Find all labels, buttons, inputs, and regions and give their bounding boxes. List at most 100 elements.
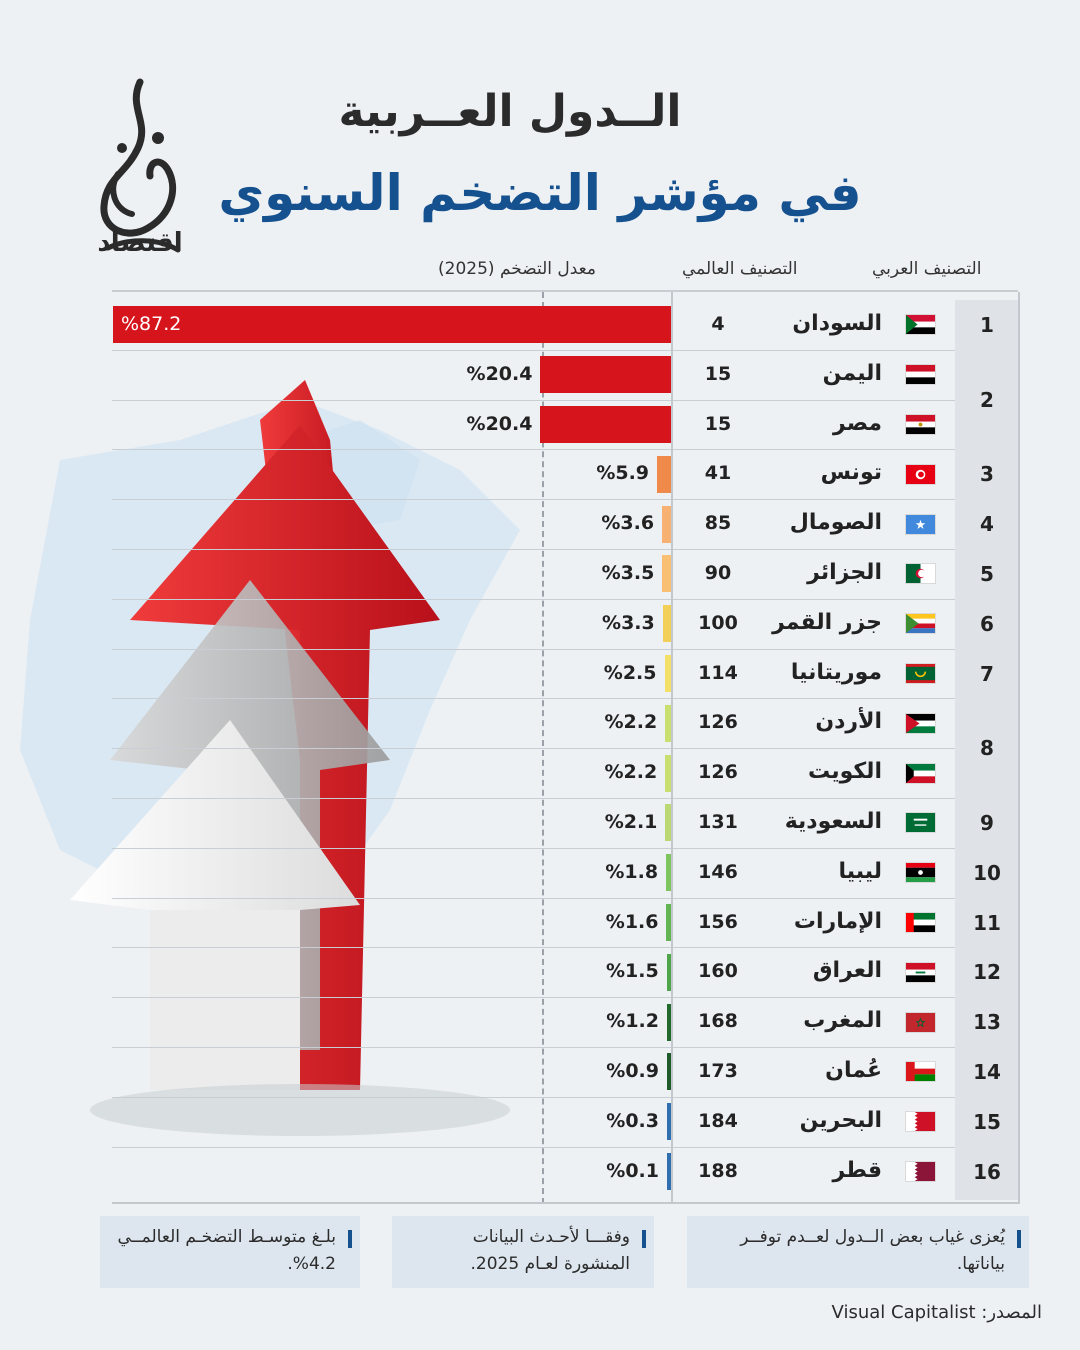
arab-rank-cell: 4 xyxy=(980,512,994,537)
arab-rank-cell: 12 xyxy=(973,960,1001,985)
flag-icon xyxy=(905,663,936,684)
flag-icon xyxy=(905,1061,936,1083)
inflation-bar xyxy=(664,655,671,692)
inflation-bar xyxy=(665,754,671,792)
row-divider xyxy=(112,1146,955,1148)
flag-icon xyxy=(905,1111,936,1133)
row-divider xyxy=(112,549,955,550)
dashed-divider xyxy=(542,292,544,1204)
note-data-year: وفقـــا لأحـدث البيانات المنشورة لعـام 2… xyxy=(392,1216,654,1288)
world-rank-cell: 146 xyxy=(698,860,738,883)
country-name: تونس xyxy=(820,460,882,486)
country-name: اليمن xyxy=(822,360,882,386)
inflation-value-label: %87.2 xyxy=(121,312,182,335)
country-name: الكويت xyxy=(808,759,882,785)
world-rank-cell: 41 xyxy=(704,462,732,485)
flag-icon xyxy=(905,1161,936,1182)
arab-rank-cell: 15 xyxy=(973,1109,1001,1134)
arab-rank-cell: 3 xyxy=(980,462,994,487)
flag-icon xyxy=(905,912,936,933)
inflation-value-label: %5.9 xyxy=(596,462,650,485)
inflation-bar xyxy=(667,1053,671,1091)
inflation-bar xyxy=(667,1103,671,1141)
flag-icon xyxy=(905,463,936,485)
row-divider xyxy=(112,399,955,401)
world-rank-cell: 15 xyxy=(704,412,732,435)
world-rank-cell: 4 xyxy=(711,312,725,335)
row-divider xyxy=(112,897,955,899)
row-divider xyxy=(112,1047,955,1048)
world-rank-cell: 156 xyxy=(698,910,738,933)
country-name: جزر القمر xyxy=(772,609,882,635)
inflation-bar xyxy=(665,804,671,842)
inflation-value-label: %0.1 xyxy=(606,1159,659,1182)
country-name: الأردن xyxy=(815,709,882,735)
flag-icon xyxy=(905,563,936,585)
page-subtitle: في مؤشر التضخم السنوي xyxy=(218,164,862,222)
country-name: موريتانيا xyxy=(790,659,882,685)
inflation-bar xyxy=(666,953,671,991)
arab-rank-column-band xyxy=(955,300,1018,1200)
world-rank-cell: 188 xyxy=(698,1159,738,1182)
note-marker xyxy=(642,1230,646,1248)
column-header-arab-rank: التصنيف العربي xyxy=(872,259,982,279)
note-text: بلـغ متوسـط التضخـم العالمــي 4.2%. xyxy=(117,1227,336,1274)
inflation-value-label: %1.5 xyxy=(606,960,659,983)
inflation-value-label: %20.4 xyxy=(466,412,533,435)
flag-icon xyxy=(905,762,936,784)
inflation-value-label: %3.5 xyxy=(601,561,655,584)
country-name: قطر xyxy=(832,1157,882,1183)
arab-rank-cell: 1 xyxy=(980,312,994,337)
column-header-rate: معدل التضخم (2025) xyxy=(438,259,596,279)
arab-rank-cell: 6 xyxy=(980,611,994,636)
inflation-bar xyxy=(657,455,671,493)
flag-icon xyxy=(905,513,936,535)
country-name: السودان xyxy=(792,310,882,336)
row-divider xyxy=(112,997,955,999)
arab-rank-cell: 9 xyxy=(980,810,994,835)
country-name: الإمارات xyxy=(793,908,882,934)
world-rank-cell: 126 xyxy=(698,761,738,784)
flag-icon xyxy=(905,712,936,734)
arab-rank-cell: 11 xyxy=(973,910,1001,935)
page-title: الــدول العــربية xyxy=(338,86,682,137)
arab-rank-cell: 13 xyxy=(973,1010,1001,1035)
row-divider xyxy=(112,947,955,949)
world-rank-cell: 126 xyxy=(698,711,738,734)
row-divider xyxy=(112,748,955,750)
flag-icon xyxy=(905,1011,936,1033)
inflation-value-label: %1.2 xyxy=(606,1010,659,1033)
flag-icon xyxy=(905,862,936,884)
inflation-bar xyxy=(667,1153,671,1190)
inflation-bar xyxy=(662,555,671,593)
aljazeera-logo-icon xyxy=(100,78,181,253)
world-rank-cell: 15 xyxy=(704,362,732,385)
arab-rank-cell: 10 xyxy=(973,860,1001,885)
row-divider xyxy=(112,499,955,501)
inflation-bar xyxy=(662,605,671,643)
header-divider xyxy=(112,290,1018,292)
row-divider xyxy=(112,698,955,700)
flag-icon xyxy=(905,812,936,834)
flag-icon xyxy=(905,961,936,983)
inflation-bar xyxy=(666,904,671,941)
flag-icon xyxy=(905,364,936,386)
inflation-value-label: %2.5 xyxy=(603,661,657,684)
inflation-bar xyxy=(666,854,671,892)
row-divider xyxy=(112,847,955,849)
note-marker xyxy=(348,1230,352,1248)
column-divider-right xyxy=(1018,292,1020,1204)
country-name: الجزائر xyxy=(807,559,882,585)
arab-rank-cell: 2 xyxy=(980,387,994,412)
inflation-value-label: %1.6 xyxy=(605,910,659,933)
country-name: عُمان xyxy=(825,1057,882,1083)
row-divider xyxy=(112,349,955,351)
flag-icon xyxy=(905,613,936,635)
arab-rank-cell: 5 xyxy=(980,561,994,586)
inflation-value-label: %3.3 xyxy=(602,611,655,634)
country-name: مصر xyxy=(833,410,882,436)
inflation-value-label: %2.2 xyxy=(604,761,658,784)
flag-icon xyxy=(905,414,936,435)
world-rank-cell: 184 xyxy=(698,1109,738,1132)
note-missing-countries: يُعزى غياب بعض الــدول لعــدم توفــر بيا… xyxy=(687,1216,1029,1288)
